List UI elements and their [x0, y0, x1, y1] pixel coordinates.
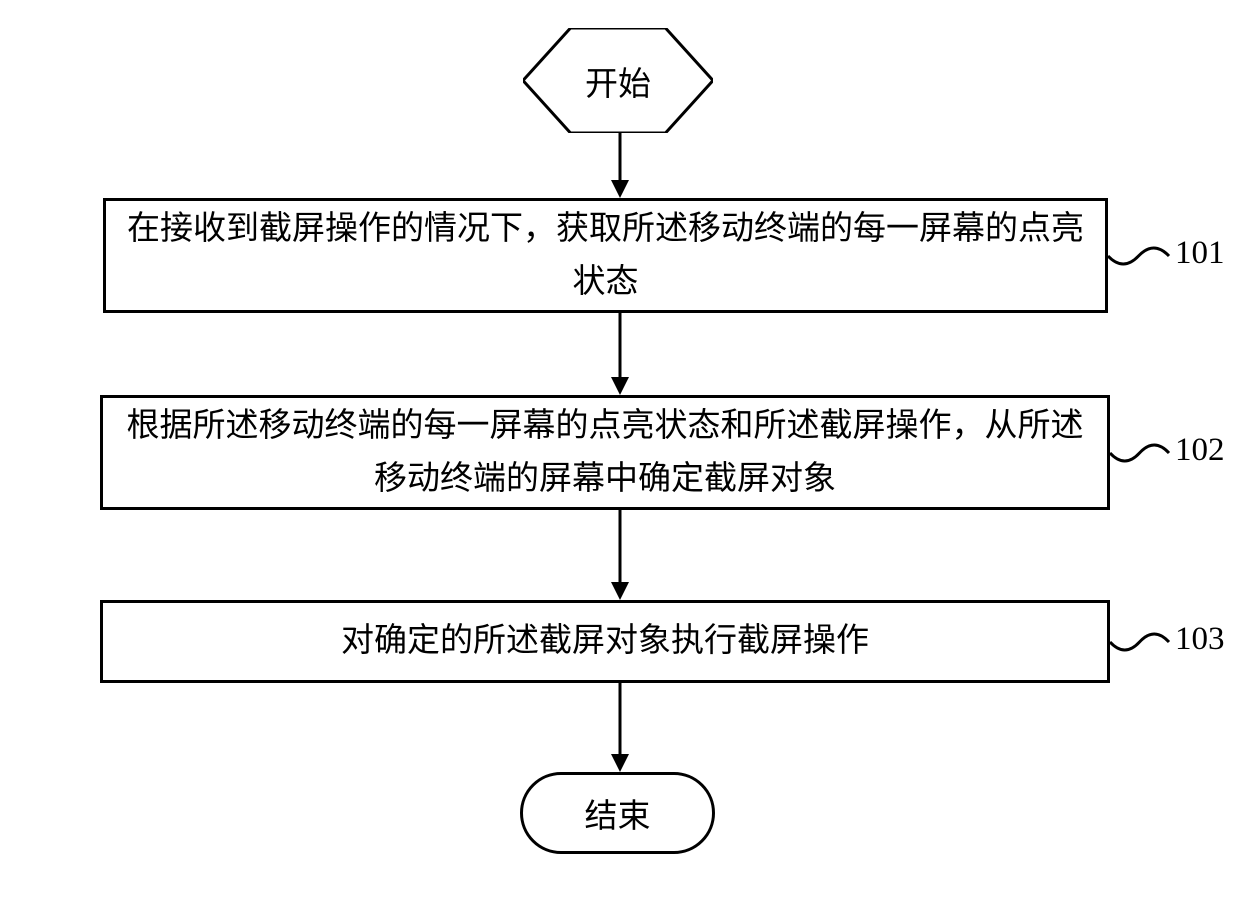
connectors-layer: [0, 0, 1240, 923]
flowchart-canvas: 开始 在接收到截屏操作的情况下，获取所述移动终端的每一屏幕的点亮状态 101 根…: [0, 0, 1240, 923]
